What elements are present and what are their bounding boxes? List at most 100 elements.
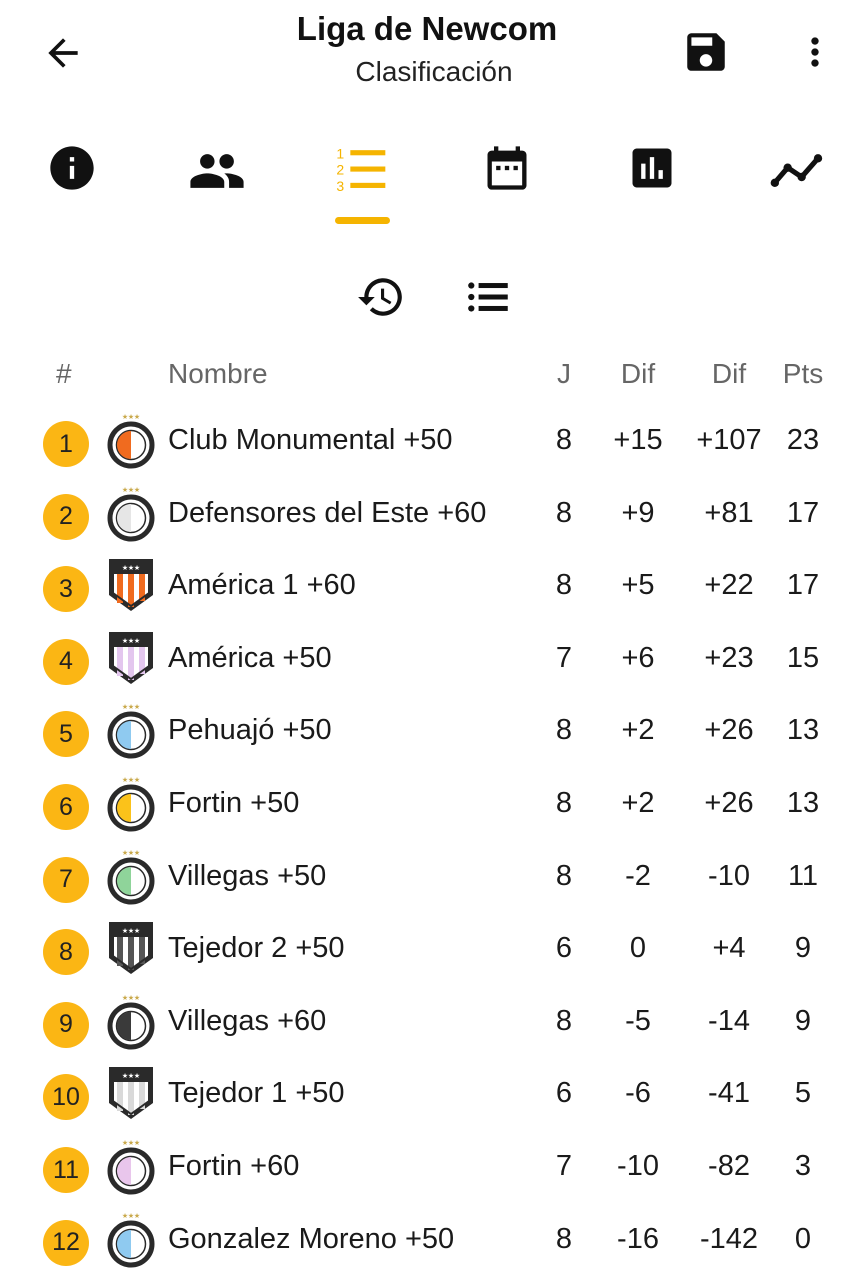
point-diff-value: +22 [704, 569, 754, 602]
team-crest-icon: ★ ★ ★ [109, 631, 153, 684]
page-subtitle: Clasificación [355, 56, 513, 87]
team-name: Fortin +60 [168, 1150, 300, 1182]
history-button[interactable] [352, 268, 410, 326]
played-value: 8 [555, 859, 573, 892]
team-crest-icon: ★ ★ ★ [107, 1139, 155, 1195]
calendar-icon [487, 146, 527, 190]
team-crest-icon: ★ ★ ★ [107, 994, 155, 1050]
team-crest-icon: ★ ★ ★ [107, 776, 155, 832]
points-value: 23 [786, 424, 820, 456]
table-row[interactable]: 2 ★ ★ ★ Defensores del Este +60 8 +9 +81 17 [0, 481, 854, 553]
played-value: 7 [555, 641, 573, 674]
table-row[interactable]: 4 ★ ★ ★ América +50 7 +6 +23 15 [0, 626, 854, 698]
people-icon [190, 154, 244, 188]
svg-text:★: ★ [128, 564, 134, 572]
tab-teams[interactable] [172, 130, 262, 226]
list-icon [468, 282, 508, 312]
point-diff-value: -14 [708, 1004, 750, 1037]
played-value: 8 [555, 424, 573, 456]
set-diff-value: +2 [621, 714, 655, 747]
svg-text:★: ★ [128, 413, 134, 421]
more-vertical-icon [811, 37, 819, 67]
played-value: 8 [555, 496, 573, 529]
svg-text:★: ★ [134, 1139, 140, 1147]
tab-info[interactable] [27, 130, 117, 226]
position-badge: 2 [43, 493, 89, 540]
points-value: 9 [794, 1004, 812, 1037]
played-value: 6 [555, 932, 573, 965]
more-options-button[interactable] [792, 26, 838, 78]
set-diff-value: -10 [617, 1150, 659, 1182]
position-badge: 1 [43, 421, 89, 467]
team-name: Villegas +60 [168, 1004, 327, 1037]
team-name: América +50 [168, 641, 332, 674]
back-button[interactable] [36, 26, 90, 80]
played-value: 6 [555, 1077, 573, 1110]
table-row[interactable]: 6 ★ ★ ★ Fortin +50 8 +2 +26 13 [0, 771, 854, 843]
set-diff-value: +9 [621, 496, 655, 529]
svg-text:★: ★ [128, 1139, 134, 1147]
tab-trends[interactable] [752, 130, 842, 226]
save-button[interactable] [680, 26, 732, 78]
team-crest-icon: ★ ★ ★ [107, 849, 155, 905]
table-row[interactable]: 7 ★ ★ ★ Villegas +50 8 -2 -10 11 [0, 844, 854, 916]
points-value: 0 [794, 1222, 812, 1255]
team-crest-icon: ★ ★ ★ [107, 413, 155, 469]
svg-text:★: ★ [128, 1072, 134, 1080]
svg-text:3: 3 [336, 178, 344, 194]
point-diff-value: +26 [704, 714, 754, 747]
point-diff-value: +23 [704, 641, 754, 674]
table-row[interactable]: 3 ★ ★ ★ América 1 +60 8 +5 +22 17 [0, 553, 854, 625]
tab-bar: 1 2 3 [0, 130, 854, 230]
info-icon [50, 146, 94, 190]
points-value: 13 [786, 787, 820, 819]
played-value: 8 [555, 1004, 573, 1037]
history-icon [358, 278, 402, 316]
point-diff-value: -142 [699, 1222, 759, 1255]
team-crest-icon: ★ ★ ★ [107, 1212, 155, 1268]
team-name: América 1 +60 [168, 569, 356, 602]
table-row[interactable]: 10 ★ ★ ★ Tejedor 1 +50 6 -6 -41 5 [0, 1061, 854, 1133]
position-badge: 10 [43, 1074, 89, 1121]
points-value: 13 [786, 714, 820, 747]
svg-text:★: ★ [122, 994, 128, 1002]
point-diff-value: +26 [704, 787, 754, 819]
tab-stats[interactable] [607, 130, 697, 226]
team-crest-icon: ★ ★ ★ [107, 486, 155, 542]
position-badge: 6 [43, 784, 89, 830]
table-row[interactable]: 12 ★ ★ ★ Gonzalez Moreno +50 8 -16 -142 0 [0, 1207, 854, 1279]
table-row[interactable]: 1 ★ ★ ★ Club Monumental +50 8 +15 +107 23 [0, 408, 854, 480]
svg-text:★: ★ [122, 637, 128, 645]
team-crest-icon: ★ ★ ★ [109, 1067, 153, 1120]
svg-text:★: ★ [128, 486, 134, 494]
table-row[interactable]: 9 ★ ★ ★ Villegas +60 8 -5 -14 9 [0, 989, 854, 1061]
set-diff-value: -6 [625, 1077, 651, 1110]
table-row[interactable]: 11 ★ ★ ★ Fortin +60 7 -10 -82 3 [0, 1134, 854, 1206]
svg-text:★: ★ [122, 413, 128, 421]
table-row[interactable]: 5 ★ ★ ★ Pehuajó +50 8 +2 +26 13 [0, 698, 854, 770]
tab-standings[interactable]: 1 2 3 [317, 130, 407, 226]
svg-text:★: ★ [134, 637, 140, 645]
position-badge: 3 [43, 566, 89, 613]
team-name: Tejedor 2 +50 [168, 932, 345, 965]
svg-text:★: ★ [134, 486, 140, 494]
team-crest-icon: ★ ★ ★ [109, 922, 153, 975]
svg-text:★: ★ [122, 776, 128, 784]
list-view-button[interactable] [460, 268, 518, 326]
tab-indicator [335, 217, 390, 224]
set-diff-value: +15 [613, 424, 663, 456]
set-diff-value: -16 [617, 1222, 659, 1255]
points-value: 17 [786, 569, 820, 602]
table-row[interactable]: 8 ★ ★ ★ Tejedor 2 +50 6 0 +4 9 [0, 916, 854, 988]
tab-calendar[interactable] [462, 130, 552, 226]
svg-text:★: ★ [134, 1072, 140, 1080]
header-point-diff: Dif [711, 358, 747, 389]
svg-text:★: ★ [134, 1212, 140, 1220]
set-diff-value: +5 [621, 569, 655, 602]
position-badge: 9 [43, 1001, 89, 1048]
ranking-list-icon: 1 2 3 [336, 145, 386, 194]
team-crest-icon: ★ ★ ★ [109, 559, 153, 612]
svg-text:★: ★ [122, 849, 128, 857]
header-set-diff: Dif [620, 358, 656, 389]
played-value: 8 [555, 714, 573, 747]
